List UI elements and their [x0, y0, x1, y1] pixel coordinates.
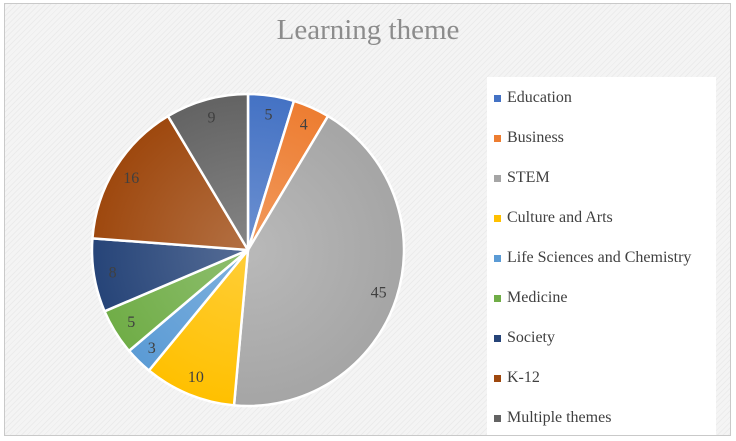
legend-item: Society: [494, 328, 555, 348]
pie-slice-k-12: [91, 114, 250, 252]
legend-item: K-12: [494, 368, 540, 388]
legend-item: Life Sciences and Chemistry: [494, 248, 691, 268]
data-label: 3: [148, 340, 156, 357]
pie-slice-multiple-themes: [166, 92, 250, 252]
legend-item: STEM: [494, 168, 550, 188]
legend-label: Culture and Arts: [507, 209, 613, 226]
legend-label: Business: [507, 129, 564, 146]
legend-swatch: [494, 254, 501, 262]
legend-label: K-12: [507, 369, 540, 386]
legend-item: Education: [494, 88, 572, 108]
legend-item: Culture and Arts: [494, 208, 613, 228]
legend-swatch: [494, 214, 501, 222]
data-label: 45: [371, 284, 387, 301]
data-label: 8: [109, 265, 117, 282]
legend-label: Life Sciences and Chemistry: [507, 249, 692, 266]
pie-slice-culture-and-arts: [147, 248, 250, 407]
data-label: 5: [127, 314, 135, 331]
data-label: 10: [188, 369, 204, 386]
data-label: 9: [208, 110, 216, 127]
legend-swatch: [494, 334, 501, 342]
legend-label: Multiple themes: [507, 409, 612, 426]
legend: Education Business STEM Culture and Arts Lif…: [487, 77, 716, 435]
chart-title: Learning theme: [276, 14, 460, 46]
legend-label: Society: [507, 329, 555, 346]
data-label: 16: [123, 170, 139, 187]
data-label: 5: [265, 106, 273, 123]
legend-swatch: [494, 414, 501, 422]
legend-swatch: [494, 374, 501, 382]
legend-item: Business: [494, 128, 564, 148]
legend-swatch: [494, 94, 501, 102]
legend-swatch: [494, 174, 501, 182]
legend-label: Education: [507, 89, 572, 106]
pie-slice-stem: [232, 114, 406, 408]
legend-swatch: [494, 294, 501, 302]
legend-item: Multiple themes: [494, 408, 611, 428]
data-label: 4: [300, 117, 308, 134]
legend-label: Medicine: [507, 289, 568, 306]
legend-label: STEM: [507, 169, 550, 186]
legend-swatch: [494, 134, 501, 142]
legend-item: Medicine: [494, 288, 567, 308]
